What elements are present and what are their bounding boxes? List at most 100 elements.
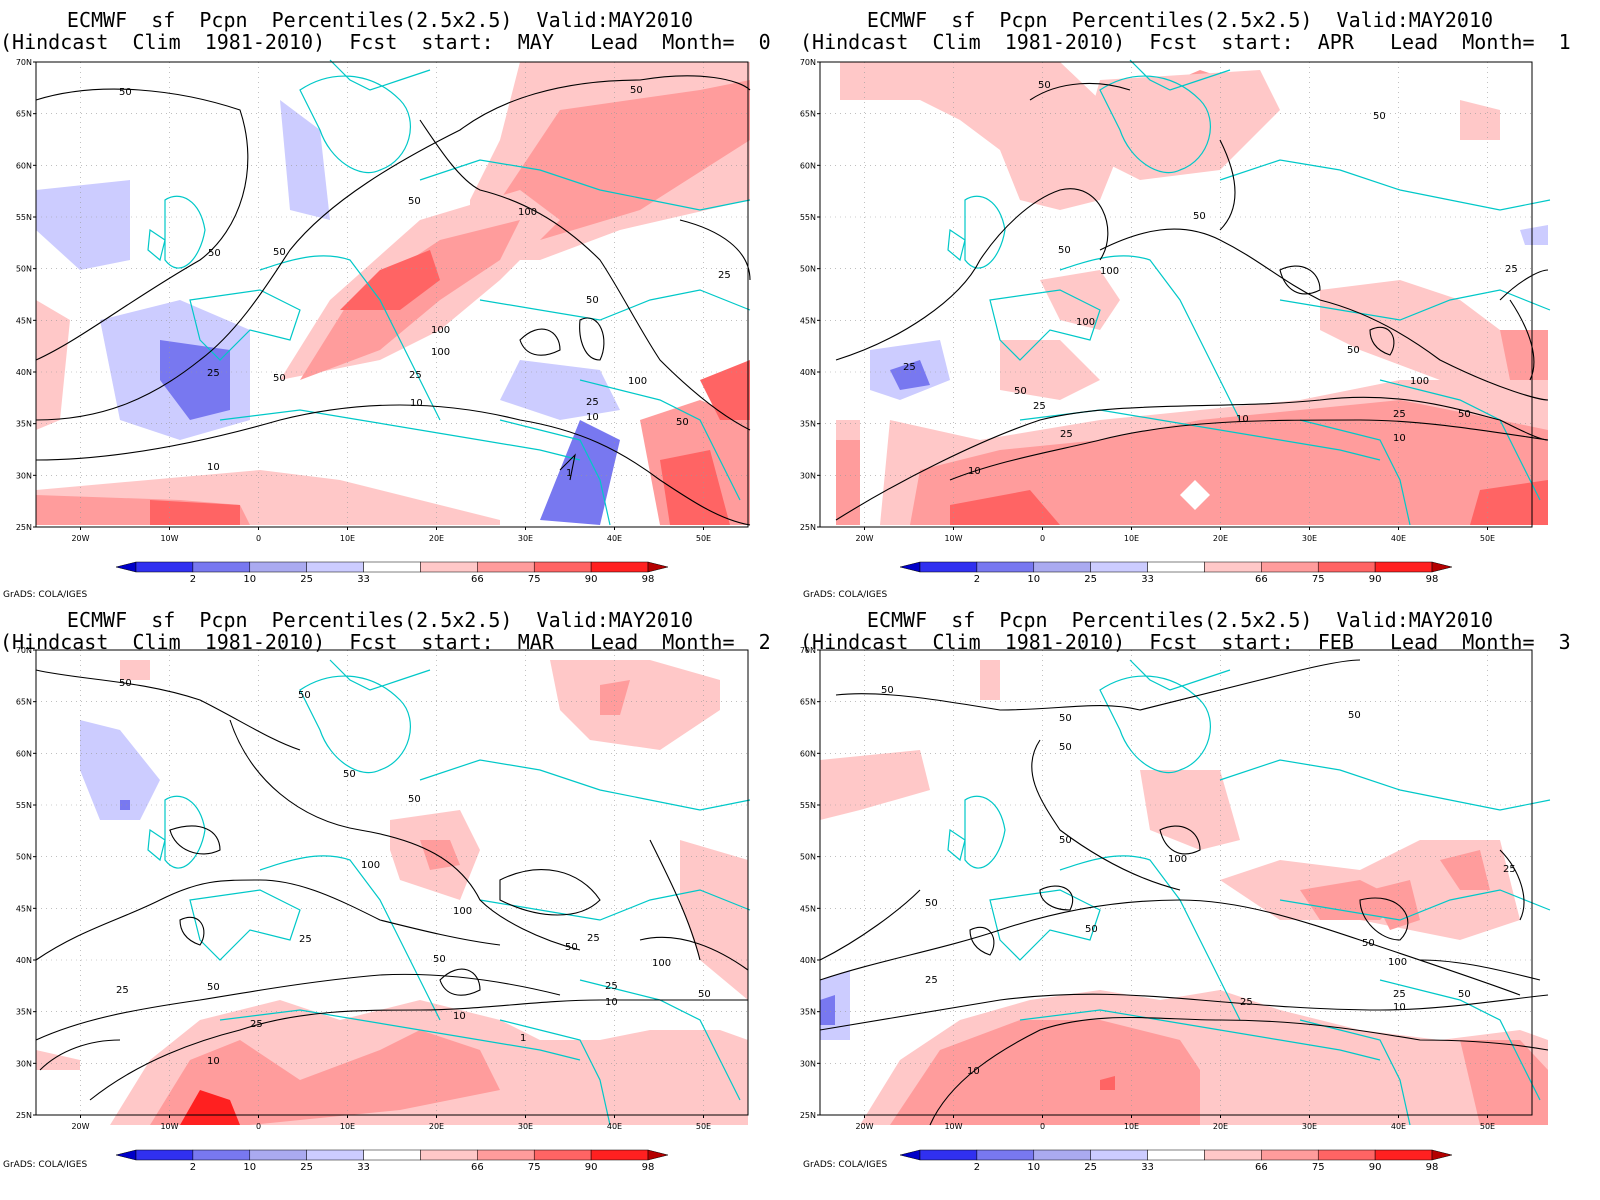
svg-text:50: 50 [1458, 409, 1471, 420]
svg-text:50: 50 [1085, 924, 1098, 935]
graticule [820, 650, 1532, 1115]
contour-labels: 50 50 50 100 100 25 50 50 100 50 25 25 1… [903, 80, 1518, 477]
graticule [36, 62, 748, 527]
colorbar-label: 90 [1369, 574, 1382, 585]
colorbar-box [249, 1149, 307, 1161]
svg-text:50: 50 [1014, 386, 1027, 397]
svg-text:50: 50 [1373, 111, 1386, 122]
colorbar-box [477, 561, 535, 573]
svg-text:25: 25 [1033, 401, 1046, 412]
colorbar-box [1317, 561, 1376, 573]
svg-text:100: 100 [1388, 957, 1407, 968]
latitude-tick-label: 40N [800, 368, 816, 377]
percentile-shading [36, 660, 748, 1125]
latitude-tick-label: 50N [800, 265, 816, 274]
map-title: ECMWF sf Pcpn Percentiles(2.5x2.5) Valid… [866, 8, 1494, 32]
colorbar-box [192, 1149, 251, 1161]
longitude-tick-label: 20W [855, 1122, 873, 1131]
latitude-tick-label: 70N [16, 646, 32, 655]
svg-text:100: 100 [628, 376, 647, 387]
percentile-shading [820, 660, 1548, 1125]
svg-text:50: 50 [433, 954, 446, 965]
software-credit: GrADS: COLA/IGES [3, 1160, 88, 1170]
colorbar-box [1204, 561, 1262, 573]
longitude-tick-label: 10E [340, 1122, 355, 1131]
colorbar-box [1147, 561, 1205, 573]
colorbar-box [1090, 1149, 1148, 1161]
longitude-tick-label: 0 [256, 534, 261, 543]
svg-text:50: 50 [208, 248, 221, 259]
longitude-tick-label: 20E [1213, 534, 1228, 543]
latitude-axis: 70N 65N 60N 55N 50N 45N 40N 35N 30N 25N [16, 58, 36, 532]
colorbar-high-arrow [647, 1149, 669, 1161]
longitude-tick-label: 10E [1124, 1122, 1139, 1131]
longitude-tick-label: 30E [1302, 534, 1317, 543]
svg-text:10: 10 [968, 466, 981, 477]
svg-text:10: 10 [207, 1056, 220, 1067]
colorbar-label: 75 [1312, 574, 1325, 585]
latitude-tick-label: 55N [16, 213, 32, 222]
percentile-shading [836, 62, 1548, 525]
colorbar-box [1033, 561, 1091, 573]
colorbar-box [1261, 1149, 1319, 1161]
svg-text:10: 10 [410, 398, 423, 409]
latitude-tick-label: 65N [16, 110, 32, 119]
svg-text:50: 50 [207, 982, 220, 993]
longitude-tick-label: 10E [1124, 534, 1139, 543]
latitude-tick-label: 30N [800, 1059, 816, 1068]
svg-text:50: 50 [1059, 713, 1072, 724]
longitude-tick-label: 30E [518, 1122, 533, 1131]
colorbar-label: 10 [243, 1162, 256, 1173]
svg-text:25: 25 [1503, 864, 1516, 875]
latitude-tick-label: 50N [16, 853, 32, 862]
svg-text:100: 100 [652, 958, 671, 969]
map-subtitle: (Hindcast Clim 1981-2010) Fcst start: MA… [0, 630, 771, 654]
colorbar-label: 75 [528, 1162, 541, 1173]
longitude-tick-label: 50E [1480, 534, 1495, 543]
longitude-tick-label: 10W [944, 1122, 962, 1131]
colorbar: 2 10 25 33 66 75 90 98 [899, 561, 1453, 585]
colorbar-box [420, 1149, 478, 1161]
svg-text:10: 10 [605, 997, 618, 1008]
contour-labels: 50 50 50 50 100 50 50 25 50 25 10 10 25 … [881, 685, 1516, 1077]
svg-text:1: 1 [520, 1033, 526, 1044]
map-panel-lead-3: 50 50 50 50 100 50 50 25 50 25 10 10 25 … [800, 600, 1600, 1200]
svg-text:25: 25 [116, 985, 129, 996]
svg-text:100: 100 [518, 207, 537, 218]
colorbar-box [1374, 1149, 1433, 1161]
svg-text:50: 50 [343, 769, 356, 780]
map-title: ECMWF sf Pcpn Percentiles(2.5x2.5) Valid… [66, 8, 694, 32]
longitude-tick-label: 20W [71, 534, 89, 543]
svg-text:50: 50 [1038, 80, 1051, 91]
coastlines [947, 659, 1551, 1126]
colorbar-label: 66 [471, 1162, 484, 1173]
svg-text:100: 100 [431, 347, 450, 358]
map-subtitle: (Hindcast Clim 1981-2010) Fcst start: MA… [0, 30, 771, 54]
latitude-axis: 70N 65N 60N 55N 50N 45N 40N 35N 30N 25N [800, 646, 820, 1120]
colorbar-box [420, 561, 478, 573]
colorbar-box [135, 561, 194, 573]
colorbar-label: 2 [974, 574, 980, 585]
colorbar-label: 33 [357, 1162, 370, 1173]
latitude-tick-label: 45N [800, 316, 816, 325]
svg-text:100: 100 [453, 906, 472, 917]
svg-text:50: 50 [925, 898, 938, 909]
longitude-tick-label: 30E [518, 534, 533, 543]
svg-text:50: 50 [408, 196, 421, 207]
svg-text:10: 10 [967, 1066, 980, 1077]
latitude-tick-label: 45N [800, 904, 816, 913]
svg-text:25: 25 [1393, 409, 1406, 420]
contour-labels: 50 50 50 100 50 25 50 100 100 50 25 10 5… [119, 85, 731, 479]
latitude-tick-label: 35N [16, 420, 32, 429]
contour-lines [35, 75, 751, 526]
colorbar-label: 90 [1369, 1162, 1382, 1173]
colorbar-label: 25 [300, 1162, 313, 1173]
map-subtitle: (Hindcast Clim 1981-2010) Fcst start: AP… [800, 30, 1571, 54]
latitude-tick-label: 70N [800, 58, 816, 67]
colorbar-label: 10 [243, 574, 256, 585]
svg-text:50: 50 [1193, 211, 1206, 222]
colorbar-box [1261, 561, 1319, 573]
colorbar-box [590, 561, 649, 573]
colorbar-low-arrow [899, 1149, 921, 1161]
svg-text:50: 50 [630, 85, 643, 96]
